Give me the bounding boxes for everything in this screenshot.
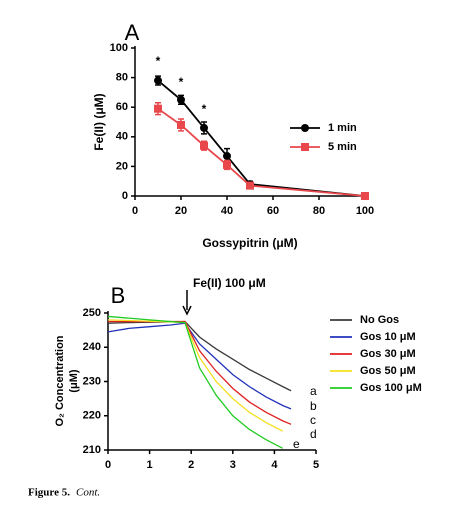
x-tick-label: 60 — [267, 205, 279, 217]
x-tick-label: 0 — [105, 459, 111, 471]
x-tick-label: 80 — [313, 205, 325, 217]
x-tick-label: 5 — [313, 459, 319, 471]
annotation: c — [310, 413, 316, 427]
y-tick-label: 220 — [83, 410, 101, 422]
annotation: b — [310, 399, 317, 413]
panel-label: B — [111, 283, 126, 308]
x-tick-label: 2 — [188, 459, 194, 471]
annotation: d — [310, 427, 317, 441]
y-tick-label: 250 — [83, 307, 101, 319]
legend-label: Gos 30 μM — [360, 348, 416, 360]
legend-label: No Gos — [360, 314, 399, 326]
y-axis-label: Fe(II) (μM) — [92, 93, 106, 150]
marker — [223, 152, 231, 161]
legend-label: 1 min — [328, 122, 357, 134]
legend-label: Gos 100 μM — [360, 382, 422, 394]
marker — [177, 120, 185, 129]
legend-marker — [301, 143, 309, 151]
series-line — [107, 320, 292, 392]
y-tick-label: 80 — [116, 72, 128, 84]
y-axis-label: (μM) — [68, 369, 80, 393]
annotation: a — [310, 384, 317, 398]
legend-label: Gos 50 μM — [360, 365, 416, 377]
series-line — [107, 322, 292, 410]
x-tick-label: 20 — [175, 205, 187, 217]
annotation: Fe(II) 100 μM — [193, 276, 266, 290]
y-tick-label: 20 — [116, 160, 128, 172]
marker — [200, 123, 208, 132]
arrow-head — [182, 305, 192, 316]
x-tick-label: 0 — [132, 205, 138, 217]
panel-label: A — [125, 20, 140, 45]
marker — [361, 192, 369, 200]
series-line — [107, 319, 284, 432]
x-tick-label: 3 — [230, 459, 236, 471]
x-tick-label: 4 — [271, 459, 278, 471]
x-tick-label: 40 — [221, 205, 233, 217]
y-tick-label: 100 — [110, 42, 128, 54]
y-axis-label: O₂ Concentration — [54, 335, 66, 426]
y-tick-label: 60 — [116, 101, 128, 113]
legend-label: Gos 10 μM — [360, 331, 416, 343]
caption-label: Figure 5. — [28, 487, 70, 499]
marker — [246, 181, 254, 190]
series-line — [107, 315, 284, 449]
marker — [223, 160, 231, 169]
series-line — [157, 79, 366, 197]
marker — [154, 76, 162, 85]
caption-text: Cont. — [76, 487, 100, 499]
y-tick-label: 40 — [116, 131, 128, 143]
y-tick-label: 240 — [83, 341, 101, 353]
marker — [200, 141, 208, 150]
marker — [177, 95, 185, 104]
y-tick-label: 210 — [83, 444, 101, 456]
x-axis-label: Gossypitrin (μM) — [202, 236, 297, 250]
annotation: e — [293, 437, 300, 451]
y-tick-label: 230 — [83, 375, 101, 387]
legend-label: 5 min — [328, 141, 357, 153]
legend-marker — [301, 124, 309, 132]
x-tick-label: 100 — [356, 205, 374, 217]
annotation: * — [202, 102, 207, 116]
annotation: * — [179, 75, 184, 89]
y-tick-label: 0 — [122, 190, 128, 202]
annotation: * — [156, 54, 161, 68]
marker — [154, 104, 162, 113]
x-tick-label: 1 — [147, 459, 153, 471]
